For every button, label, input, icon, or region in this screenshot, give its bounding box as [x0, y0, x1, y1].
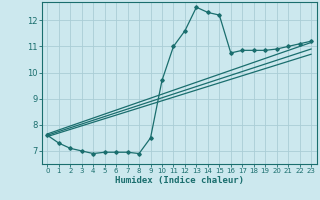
X-axis label: Humidex (Indice chaleur): Humidex (Indice chaleur)	[115, 176, 244, 185]
